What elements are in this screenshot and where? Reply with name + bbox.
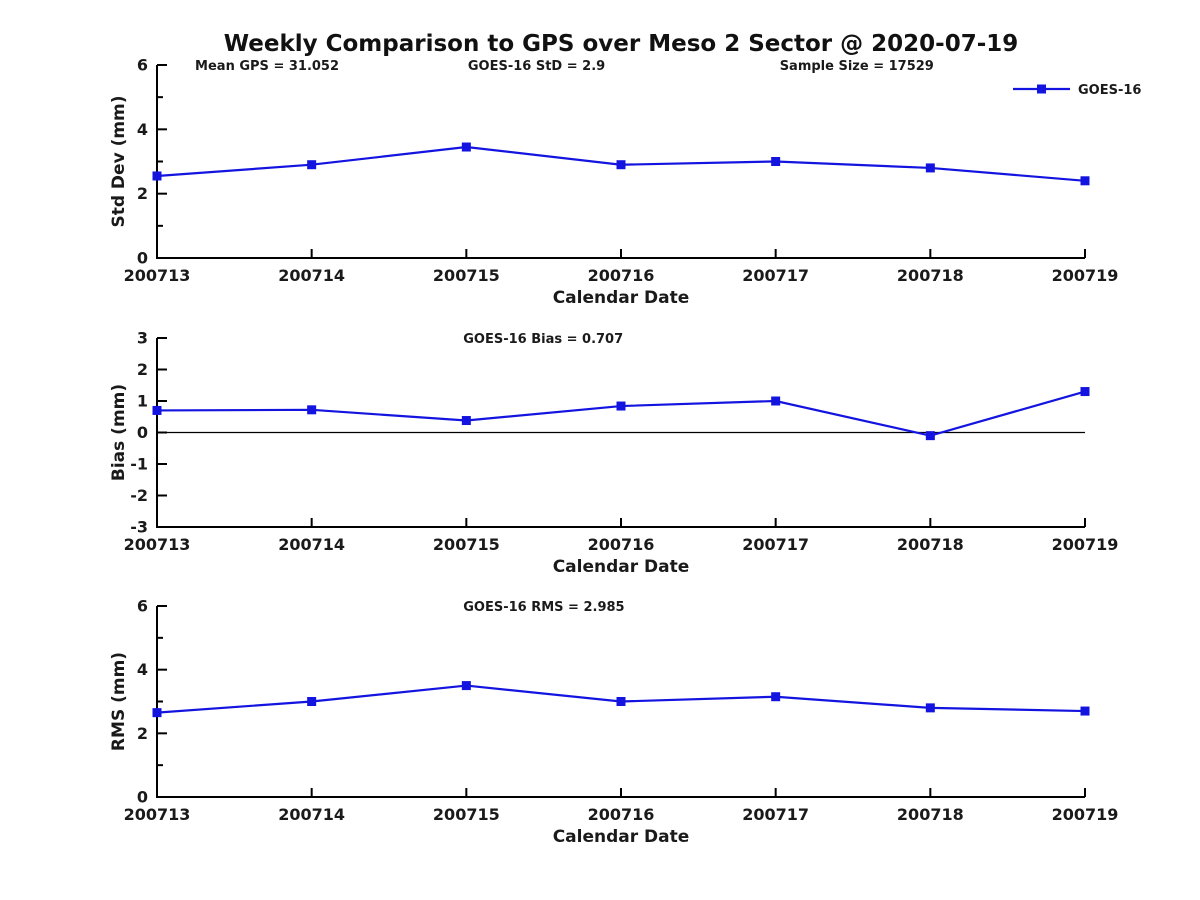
x-tick-label: 200713 [124, 805, 191, 824]
x-tick-label: 200715 [433, 535, 500, 554]
data-point-marker [925, 431, 935, 441]
subplot-bias: -3 -2 -1 0 1 2 3 200713 200714 200715 200716 200717… [109, 328, 1119, 577]
x-tick-label: 200714 [278, 805, 345, 824]
chart-title: Weekly Comparison to GPS over Meso 2 Sec… [223, 31, 1019, 57]
x-tick-label: 200718 [897, 535, 964, 554]
y-tick-label: 0 [137, 787, 148, 806]
data-point-marker [461, 681, 471, 691]
data-point-marker [152, 171, 162, 181]
data-point-marker [307, 697, 317, 706]
x-axis-title: Calendar Date [553, 557, 690, 577]
data-point-marker [1080, 176, 1090, 186]
x-tick-label: 200718 [897, 266, 964, 285]
x-tick-label: 200714 [278, 535, 345, 554]
data-point-marker [771, 692, 781, 702]
data-point-marker [307, 405, 317, 415]
x-tick-label: 200719 [1052, 805, 1119, 824]
data-point-marker [152, 708, 162, 718]
data-point-marker [461, 142, 471, 152]
y-tick-label: 2 [137, 724, 148, 743]
x-tick-label: 200716 [588, 266, 655, 285]
x-tick-label: 200716 [588, 535, 655, 554]
data-point-marker [307, 160, 317, 170]
data-point-marker [152, 405, 162, 415]
y-tick-label: 1 [137, 391, 148, 410]
legend: GOES-16 [1013, 83, 1141, 98]
data-line [156, 390, 1086, 437]
data-point-marker [616, 160, 626, 170]
y-tick-label: 0 [137, 423, 148, 442]
y-tick-label: -1 [130, 454, 148, 473]
x-tick-label: 200718 [897, 805, 964, 824]
annotation: Sample Size = 17529 [780, 59, 934, 74]
data-point-marker [925, 703, 935, 713]
data-point-marker [771, 157, 781, 166]
data-point-marker [1080, 387, 1090, 397]
x-tick-label: 200714 [278, 266, 345, 285]
data-point-marker [461, 416, 471, 426]
x-tick-label: 200713 [124, 535, 191, 554]
legend-marker [1037, 84, 1046, 94]
x-tick-label: 200719 [1052, 266, 1119, 285]
annotation: Mean GPS = 31.052 [195, 59, 339, 74]
data-point-marker [771, 396, 781, 406]
subplot-rms: 0 2 4 6 200713 200714 200715 200716 200717 200718… [109, 596, 1119, 847]
x-tick-label: 200719 [1052, 535, 1119, 554]
y-tick-label: -2 [130, 486, 148, 505]
x-axis-title: Calendar Date [553, 288, 690, 308]
y-axis-title: Bias (mm) [109, 384, 129, 481]
y-axis-title: RMS (mm) [109, 652, 129, 751]
y-tick-label: -3 [130, 517, 148, 536]
subplot-std-dev: 0 2 4 6 200713 200714 200715 200716 200717 200718… [109, 55, 1142, 308]
data-point-marker [925, 163, 935, 173]
annotation: GOES-16 RMS = 2.985 [463, 600, 624, 615]
y-tick-label: 2 [137, 360, 148, 379]
legend-label: GOES-16 [1078, 83, 1141, 98]
data-point-marker [616, 401, 626, 411]
y-tick-label: 0 [137, 248, 148, 267]
x-tick-label: 200717 [742, 535, 809, 554]
x-tick-label: 200713 [124, 266, 191, 285]
x-axis-title: Calendar Date [553, 827, 690, 847]
y-tick-label: 6 [137, 55, 148, 74]
y-tick-label: 4 [137, 660, 148, 679]
y-axis-title: Std Dev (mm) [109, 95, 129, 227]
x-tick-label: 200715 [433, 266, 500, 285]
x-tick-label: 200716 [588, 805, 655, 824]
x-tick-label: 200717 [742, 266, 809, 285]
x-tick-label: 200715 [433, 805, 500, 824]
annotation: GOES-16 StD = 2.9 [468, 59, 605, 74]
y-tick-label: 4 [137, 120, 148, 139]
y-tick-label: 3 [137, 328, 148, 347]
y-tick-label: 2 [137, 184, 148, 203]
data-point-marker [616, 697, 626, 706]
y-tick-label: 6 [137, 596, 148, 615]
annotation: GOES-16 Bias = 0.707 [463, 332, 623, 347]
data-point-marker [1080, 706, 1090, 716]
x-tick-label: 200717 [742, 805, 809, 824]
